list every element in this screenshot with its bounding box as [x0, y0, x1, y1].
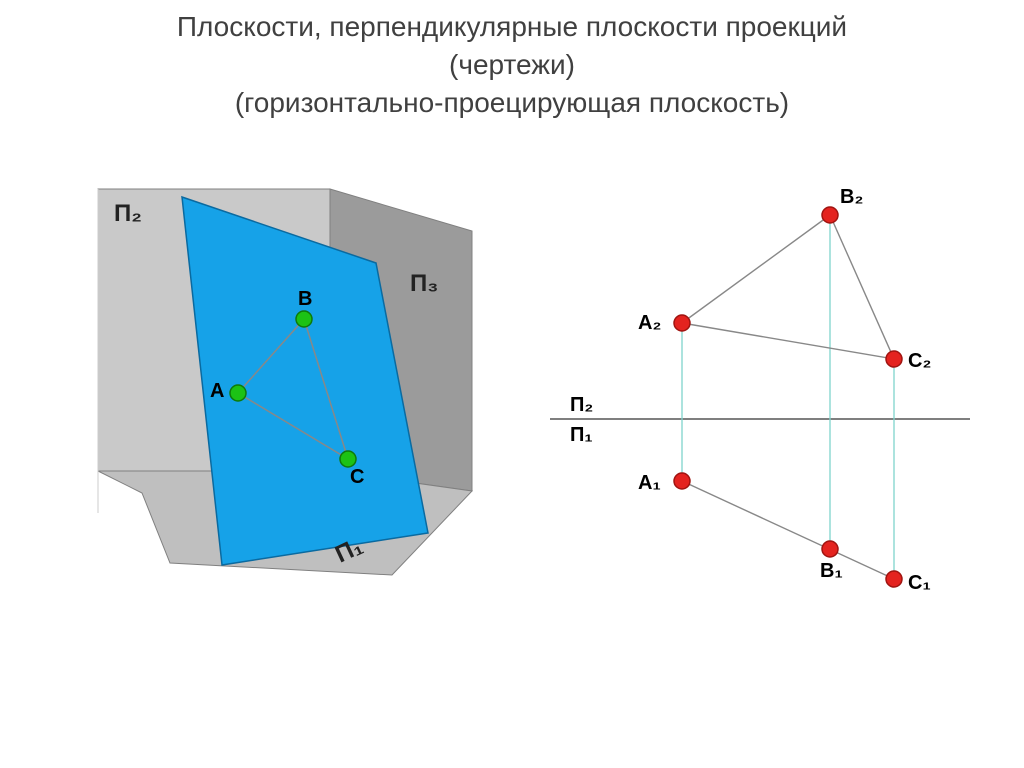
label-P2: П₂	[114, 200, 142, 227]
label-B2: B₂	[840, 186, 863, 208]
edge-A1C1	[682, 481, 894, 579]
epure-view: П₂ П₁ A₂ B₂ C₂ A₁ B₁ C₁	[540, 151, 980, 651]
point-B	[296, 311, 312, 327]
label-C2: C₂	[908, 350, 931, 372]
axis-label-P1: П₁	[570, 424, 593, 446]
isometric-view: ABCП₂П₃П₁	[70, 161, 490, 601]
label-P3: П₃	[410, 270, 438, 297]
axis-label-P2: П₂	[570, 394, 593, 416]
page-title: Плоскости, перпендикулярные плоскости пр…	[0, 0, 1024, 121]
title-line2: (чертежи)	[0, 46, 1024, 84]
edge-B2C2	[830, 215, 894, 359]
point-C	[340, 451, 356, 467]
point-A2	[674, 315, 690, 331]
title-line3: (горизонтально-проецирующая плоскость)	[0, 84, 1024, 122]
point-C2	[886, 351, 902, 367]
label-C: C	[350, 466, 364, 488]
point-A1	[674, 473, 690, 489]
point-B1	[822, 541, 838, 557]
edge-C2A2	[682, 323, 894, 359]
label-A1: A₁	[638, 472, 661, 494]
point-B2	[822, 207, 838, 223]
label-A2: A₂	[638, 312, 661, 334]
label-C1: C₁	[908, 572, 931, 594]
edge-A2B2	[682, 215, 830, 323]
title-line1: Плоскости, перпендикулярные плоскости пр…	[0, 8, 1024, 46]
label-A: A	[210, 380, 224, 402]
content: A B C П₂ П₃ П₁ П₂ П₁ A₂ B₂ C₂ A₁ B₁ C₁	[0, 121, 1024, 761]
label-B1: B₁	[820, 560, 843, 582]
point-A	[230, 385, 246, 401]
label-B: B	[298, 288, 312, 310]
point-C1	[886, 571, 902, 587]
